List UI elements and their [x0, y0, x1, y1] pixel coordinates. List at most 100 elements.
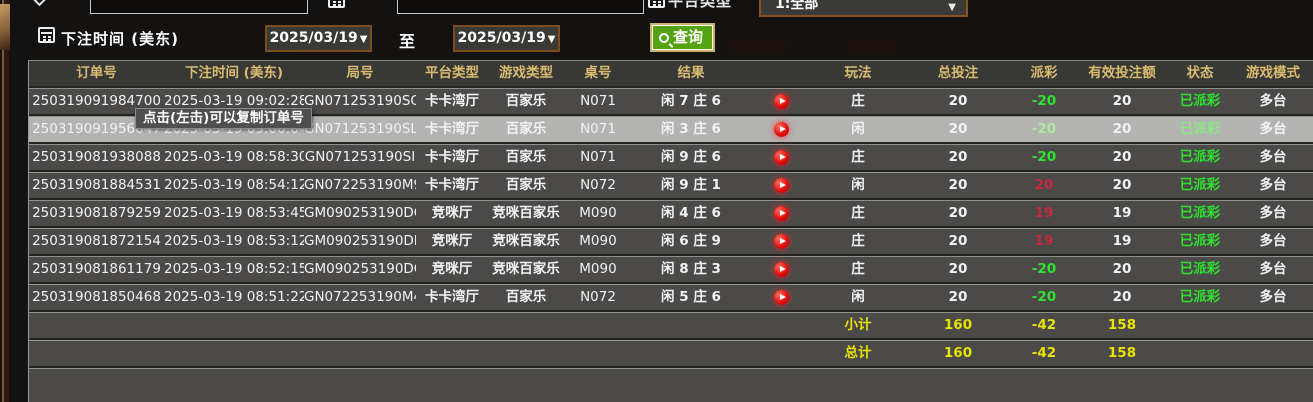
table-row[interactable]: 250319081884531 2025-03-19 08:54:12 GN0722… [29, 172, 1313, 200]
cell-round: GN071253190SI [304, 149, 416, 165]
cell-status: 已派彩 [1179, 93, 1221, 109]
cell-order[interactable]: 250319081850468 [32, 289, 161, 305]
corner-background-blob [0, 4, 10, 50]
cell-replay[interactable] [750, 229, 812, 254]
grand-total-row-replay [750, 341, 812, 366]
empty-filler-row [29, 368, 1313, 402]
header-platform[interactable]: 平台类型 [425, 65, 479, 81]
grand-total-row-order [29, 341, 164, 366]
cell-replay[interactable] [750, 117, 812, 142]
replay-icon[interactable] [773, 122, 789, 137]
header-replay[interactable] [750, 61, 812, 86]
cell-valid-bet: 20 [1112, 261, 1132, 277]
calendar-icon [328, 0, 345, 12]
subtotal-row: 小计 160 -42 158 [29, 312, 1313, 340]
cell-replay[interactable] [750, 145, 812, 170]
subtotal-row-mode [1232, 313, 1313, 338]
cell-order[interactable]: 250319091956047 [32, 121, 161, 137]
cell-order[interactable]: 250319091984700 [32, 93, 161, 109]
subtotal-row-game-type [488, 313, 564, 338]
header-game-type[interactable]: 游戏类型 [499, 65, 553, 81]
grand-total-row-result [632, 341, 750, 366]
cell-result: 闲 7 庄 6 [661, 93, 721, 109]
header-mode[interactable]: 游戏模式 [1246, 65, 1300, 81]
query-button-label: 查询 [673, 28, 704, 46]
header-valid-bet[interactable]: 有效投注额 [1088, 65, 1156, 81]
platform-type-select[interactable]: 1:全部 ▼ [759, 0, 968, 17]
cell-result: 闲 8 庄 3 [661, 261, 721, 277]
platform-filter-label: 平台类型 [668, 0, 733, 10]
cell-valid-bet: 19 [1112, 205, 1132, 221]
chevron-down-icon: ▼ [359, 34, 368, 45]
cell-total-bet: 20 [948, 177, 968, 193]
cell-replay[interactable] [750, 285, 812, 310]
cell-time: 2025-03-19 08:52:15 [164, 261, 304, 277]
cell-replay[interactable] [750, 89, 812, 114]
cell-valid-bet: 19 [1112, 233, 1132, 249]
round-no-input[interactable] [397, 0, 644, 14]
cell-mode: 多台 [1259, 261, 1287, 277]
order-no-input[interactable] [90, 0, 308, 14]
subtotal-row-total-bet: 160 [943, 317, 973, 333]
subtotal-row-payout: -42 [1031, 317, 1057, 333]
replay-icon[interactable] [773, 290, 789, 305]
cell-game-type: 百家乐 [505, 177, 547, 193]
cell-result: 闲 6 庄 9 [661, 233, 721, 249]
table-row[interactable]: 250319081850468 2025-03-19 08:51:22 GN0722… [29, 284, 1313, 312]
cell-replay[interactable] [750, 173, 812, 198]
cell-total-bet: 20 [948, 289, 968, 305]
header-status[interactable]: 状态 [1186, 65, 1214, 81]
cell-time: 2025-03-19 08:53:12 [164, 233, 304, 249]
cell-order[interactable]: 250319081872154 [32, 233, 161, 249]
cell-payout: -20 [1031, 121, 1057, 137]
subtotal-row-order [29, 313, 164, 338]
cell-valid-bet: 20 [1112, 149, 1132, 165]
cell-payout: -20 [1031, 261, 1057, 277]
replay-icon[interactable] [773, 234, 789, 249]
date-to-select[interactable]: 2025/03/19 ▼ [453, 25, 560, 52]
cell-valid-bet: 20 [1112, 93, 1132, 109]
header-time[interactable]: 下注时间 (美东) [184, 65, 284, 81]
grand-total-row-time [164, 341, 304, 366]
cell-round: GN072253190M9 [304, 177, 416, 193]
cell-table-no: M090 [579, 233, 617, 249]
header-result[interactable]: 结果 [677, 65, 705, 81]
cell-order[interactable]: 250319081938088 [32, 149, 161, 165]
chevron-down-icon: ▼ [547, 34, 556, 45]
header-bet-on[interactable]: 玩法 [844, 65, 872, 81]
header-round[interactable]: 局号 [346, 65, 374, 81]
replay-icon[interactable] [773, 262, 789, 277]
cell-replay[interactable] [750, 201, 812, 226]
platform-select-value: 1:全部 [775, 0, 819, 12]
table-row[interactable]: 250319081879259 2025-03-19 08:53:45 GM0902… [29, 200, 1313, 228]
replay-icon[interactable] [773, 150, 789, 165]
header-table-no[interactable]: 桌号 [584, 65, 612, 81]
header-payout[interactable]: 派彩 [1030, 65, 1058, 81]
cell-bet-on: 闲 [851, 177, 865, 193]
replay-icon[interactable] [773, 94, 789, 109]
cell-order[interactable]: 250319081879259 [32, 205, 161, 221]
cell-replay[interactable] [750, 257, 812, 282]
cell-order[interactable]: 250319081884531 [32, 177, 161, 193]
header-order[interactable]: 订单号 [76, 65, 117, 81]
cell-mode: 多台 [1259, 233, 1287, 249]
grand-total-row-payout: -42 [1031, 345, 1057, 361]
header-total-bet[interactable]: 总投注 [937, 65, 979, 81]
replay-icon[interactable] [773, 206, 789, 221]
cell-round: GN072253190M4 [304, 289, 416, 305]
cell-mode: 多台 [1259, 121, 1287, 137]
query-button[interactable]: 查询 [650, 23, 716, 52]
cell-table-no: N072 [580, 289, 616, 305]
cell-order[interactable]: 250319081861179 [32, 261, 161, 277]
cell-payout: -20 [1031, 93, 1057, 109]
cell-bet-on: 庄 [851, 261, 865, 277]
cell-platform: 竞咪厅 [431, 261, 473, 277]
cell-platform: 卡卡湾厅 [425, 149, 479, 165]
table-row[interactable]: 250319081861179 2025-03-19 08:52:15 GM0902… [29, 256, 1313, 284]
date-from-select[interactable]: 2025/03/19 ▼ [265, 25, 372, 52]
replay-icon[interactable] [773, 178, 789, 193]
table-row[interactable]: 250319081938088 2025-03-19 08:58:30 GN0712… [29, 144, 1313, 172]
background-ghost [848, 40, 898, 54]
table-row[interactable]: 250319081872154 2025-03-19 08:53:12 GM0902… [29, 228, 1313, 256]
subtotal-row-bet-on: 小计 [844, 317, 872, 333]
